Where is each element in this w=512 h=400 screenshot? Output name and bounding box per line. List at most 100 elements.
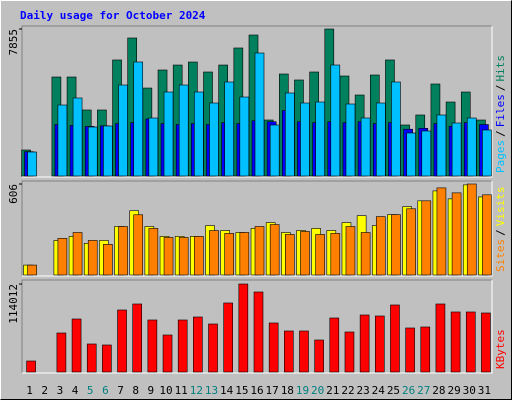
bar — [103, 244, 113, 276]
legend-entry: Visits — [494, 187, 507, 227]
x-tick-label: 1 — [26, 384, 33, 397]
bar — [194, 91, 204, 177]
x-tick-label: 24 — [372, 384, 386, 397]
bar — [56, 332, 67, 373]
bar — [300, 102, 310, 177]
bar — [300, 231, 310, 276]
bar — [451, 122, 462, 177]
x-tick-label: 12 — [190, 384, 203, 397]
y-tick-label: 606 — [7, 184, 20, 204]
legend-separator: / — [494, 85, 507, 92]
bar — [133, 214, 144, 276]
legend-entry: Pages — [494, 140, 507, 173]
bar — [391, 81, 401, 177]
bar — [465, 311, 476, 373]
bar — [177, 319, 188, 373]
bar — [87, 126, 98, 177]
x-tick-label: 26 — [402, 384, 415, 397]
x-tick-label: 31 — [478, 384, 491, 397]
bar — [102, 344, 112, 373]
x-tick-label: 25 — [387, 384, 400, 397]
bar — [147, 319, 158, 373]
bar — [118, 84, 128, 177]
bar — [330, 233, 341, 276]
legend: Pages / Files / Hits — [494, 55, 507, 173]
legend-entry: KBytes — [494, 329, 507, 369]
x-tick-label: 30 — [463, 384, 476, 397]
bar — [482, 194, 492, 276]
bar — [223, 302, 233, 373]
bar — [269, 124, 280, 177]
x-tick-label: 16 — [250, 384, 263, 397]
bar — [345, 226, 356, 276]
bar — [209, 102, 219, 177]
x-tick-label: 18 — [281, 384, 294, 397]
bar — [162, 334, 173, 373]
bar — [208, 323, 218, 373]
bar — [269, 224, 280, 276]
bar — [329, 317, 340, 373]
bar — [375, 102, 386, 177]
bar — [360, 117, 371, 177]
x-tick-label: 22 — [341, 384, 354, 397]
x-tick-label: 29 — [447, 384, 460, 397]
bar — [26, 360, 36, 373]
x-tick-label: 17 — [266, 384, 279, 397]
x-tick-label: 14 — [220, 384, 234, 397]
bar — [57, 238, 68, 276]
bar — [436, 187, 447, 276]
x-tick-label: 28 — [432, 384, 445, 397]
bar — [117, 309, 127, 373]
bar — [239, 232, 250, 276]
bar — [315, 101, 325, 177]
panel-frame-light — [22, 181, 493, 277]
bar — [315, 234, 325, 276]
x-tick-label: 5 — [87, 384, 94, 397]
bar — [178, 237, 189, 276]
bar — [87, 240, 98, 276]
bar — [390, 304, 400, 373]
x-tick-label: 3 — [57, 384, 64, 397]
bar — [148, 117, 159, 177]
bar — [405, 327, 415, 373]
bar — [239, 96, 250, 177]
x-tick-label: 9 — [148, 384, 155, 397]
bar — [118, 226, 128, 276]
bar — [27, 151, 37, 177]
x-tick-label: 15 — [235, 384, 248, 397]
bar — [72, 97, 83, 177]
bar — [254, 52, 265, 177]
y-tick-label: 114012 — [7, 284, 20, 324]
bar — [406, 132, 416, 177]
x-tick-label: 11 — [175, 384, 188, 397]
x-tick-label: 2 — [41, 384, 48, 397]
legend-separator: / — [494, 229, 507, 236]
bar — [285, 92, 295, 177]
bar — [421, 130, 432, 177]
panel-frame-dark — [21, 25, 492, 177]
panel-frame-dark — [21, 279, 492, 373]
bar — [148, 228, 159, 276]
legend-separator: / — [494, 130, 507, 137]
bar — [435, 303, 446, 373]
x-tick-label: 21 — [326, 384, 339, 397]
bar — [224, 81, 234, 177]
bar — [133, 61, 144, 177]
panel-frame-dark — [21, 180, 492, 276]
bar — [285, 234, 295, 276]
bar — [268, 322, 279, 373]
bar — [330, 64, 341, 177]
bar — [466, 183, 477, 276]
bar — [359, 314, 370, 373]
bar — [194, 236, 204, 276]
x-tick-label: 6 — [102, 384, 109, 397]
panel-frame-light — [22, 280, 493, 374]
bar — [451, 192, 462, 276]
x-tick-label: 10 — [159, 384, 172, 397]
x-tick-label: 20 — [311, 384, 324, 397]
legend: KBytes — [494, 329, 507, 369]
bar — [374, 315, 385, 373]
bar — [421, 200, 432, 276]
